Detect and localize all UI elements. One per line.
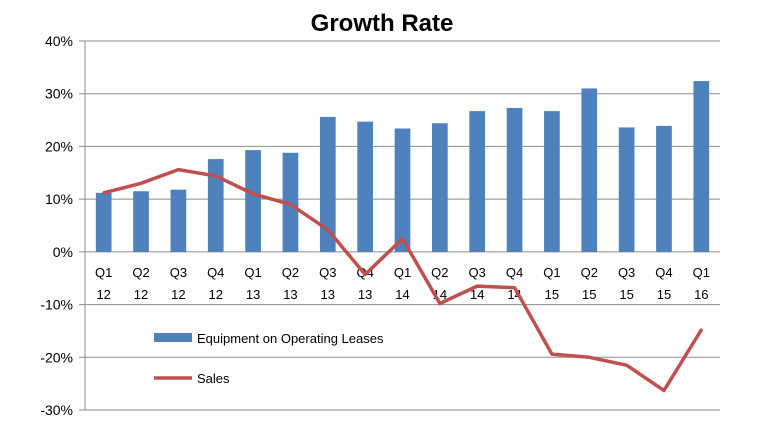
sales-point (401, 237, 404, 241)
sales-point (587, 355, 591, 359)
x-tick-label-quarter: Q4 (655, 265, 672, 280)
x-tick-label-quarter: Q3 (469, 265, 486, 280)
x-tick-label-year: 13 (358, 287, 372, 302)
bar (282, 152, 299, 252)
sales-point (438, 302, 442, 306)
x-tick-label-year: 15 (657, 287, 671, 302)
sales-point (176, 168, 180, 172)
y-axis-ticks: 40% 30% 20% 10% 0% -10% -20% -30% (40, 33, 73, 418)
bar (319, 116, 336, 252)
chart-title: Growth Rate (311, 10, 454, 37)
sales-point (513, 286, 517, 290)
x-tick-label-quarter: Q1 (394, 265, 411, 280)
bar (133, 191, 149, 252)
y-tick-label: 30% (45, 86, 73, 102)
bar (245, 150, 261, 252)
x-tick-label-year: 14 (470, 287, 484, 302)
bar (618, 127, 635, 252)
sales-point (662, 388, 666, 392)
x-tick-label-year: 12 (209, 287, 223, 302)
x-tick-label-quarter: Q3 (170, 265, 187, 280)
bar (432, 123, 448, 252)
y-tick-label: 10% (45, 191, 73, 207)
legend-label-sales: Sales (197, 371, 230, 386)
x-axis-ticks: Q1 12 Q2 12 Q3 12 Q4 12 Q1 13 Q2 13 Q3 13 Q4 13 Q1 14 Q2 14… (95, 265, 710, 302)
sales-point (363, 273, 367, 277)
sales-point (625, 363, 629, 367)
x-tick-label-quarter: Q1 (693, 265, 710, 280)
x-tick-label-year: 13 (321, 287, 335, 302)
bar (207, 159, 224, 252)
sales-point (251, 192, 255, 196)
sales-point (550, 352, 554, 356)
x-tick-label-year: 12 (96, 287, 110, 302)
bar (469, 111, 486, 252)
bar (544, 111, 560, 252)
x-tick-label-quarter: Q4 (506, 265, 523, 280)
sales-point (288, 202, 292, 206)
y-tick-label: 40% (45, 33, 73, 49)
x-tick-label-year: 15 (619, 287, 633, 302)
sales-point (139, 181, 143, 185)
sales-point (475, 284, 479, 288)
sales-point (699, 328, 703, 332)
x-tick-label-quarter: Q1 (543, 265, 560, 280)
bar (170, 189, 187, 252)
x-tick-label-quarter: Q4 (207, 265, 224, 280)
x-tick-label-year: 16 (694, 287, 708, 302)
bar (95, 192, 112, 252)
bar (656, 125, 672, 252)
bar (506, 107, 523, 252)
bar (394, 128, 411, 252)
x-tick-label-quarter: Q1 (244, 265, 261, 280)
sales-point (102, 191, 106, 195)
y-tick-label: -10% (40, 297, 73, 313)
x-tick-label-year: 15 (582, 287, 596, 302)
x-tick-label-quarter: Q3 (618, 265, 635, 280)
x-tick-label-quarter: Q3 (319, 265, 336, 280)
y-tick-label: -20% (40, 349, 73, 365)
x-tick-label-year: 12 (134, 287, 148, 302)
legend-label-equipment: Equipment on Operating Leases (197, 331, 384, 346)
x-tick-label-quarter: Q2 (581, 265, 598, 280)
x-tick-label-year: 12 (171, 287, 185, 302)
x-tick-label-year: 13 (283, 287, 297, 302)
y-tick-label: 20% (45, 138, 73, 154)
x-tick-label-year: 13 (246, 287, 260, 302)
y-tick-label: 0% (53, 244, 73, 260)
line-series (102, 167, 703, 393)
sales-point (214, 174, 218, 178)
x-tick-label-quarter: Q1 (95, 265, 112, 280)
x-tick-label-quarter: Q2 (132, 265, 149, 280)
sales-point (326, 228, 330, 232)
x-tick-label-year: 14 (395, 287, 409, 302)
x-tick-label-year: 15 (545, 287, 559, 302)
y-tick-label: -30% (40, 402, 73, 418)
x-tick-label-quarter: Q2 (431, 265, 448, 280)
bar (357, 121, 373, 252)
bar-series (95, 81, 710, 252)
legend: Equipment on Operating Leases Sales (154, 331, 384, 386)
x-tick-label-quarter: Q2 (282, 265, 299, 280)
bar (581, 88, 598, 252)
legend-swatch-equipment (154, 333, 192, 342)
bar (693, 81, 710, 252)
